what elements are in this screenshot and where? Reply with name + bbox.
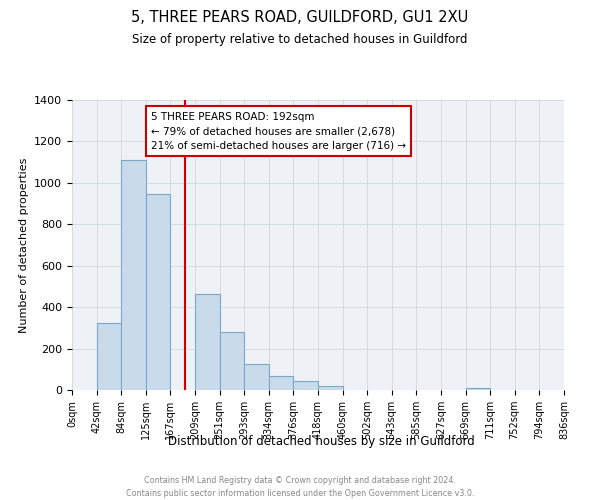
Bar xyxy=(318,386,343,390)
Bar xyxy=(466,388,490,390)
Text: 5 THREE PEARS ROAD: 192sqm
← 79% of detached houses are smaller (2,678)
21% of s: 5 THREE PEARS ROAD: 192sqm ← 79% of deta… xyxy=(151,112,406,151)
Bar xyxy=(195,294,220,390)
Y-axis label: Number of detached properties: Number of detached properties xyxy=(19,158,29,332)
Bar xyxy=(220,332,244,390)
Bar xyxy=(269,376,293,390)
Bar xyxy=(146,194,170,390)
Bar xyxy=(244,364,269,390)
Text: Distribution of detached houses by size in Guildford: Distribution of detached houses by size … xyxy=(167,435,475,448)
Text: Contains HM Land Registry data © Crown copyright and database right 2024.
Contai: Contains HM Land Registry data © Crown c… xyxy=(126,476,474,498)
Bar xyxy=(97,322,121,390)
Bar xyxy=(293,381,318,390)
Bar xyxy=(121,160,146,390)
Text: 5, THREE PEARS ROAD, GUILDFORD, GU1 2XU: 5, THREE PEARS ROAD, GUILDFORD, GU1 2XU xyxy=(131,10,469,25)
Text: Size of property relative to detached houses in Guildford: Size of property relative to detached ho… xyxy=(132,32,468,46)
